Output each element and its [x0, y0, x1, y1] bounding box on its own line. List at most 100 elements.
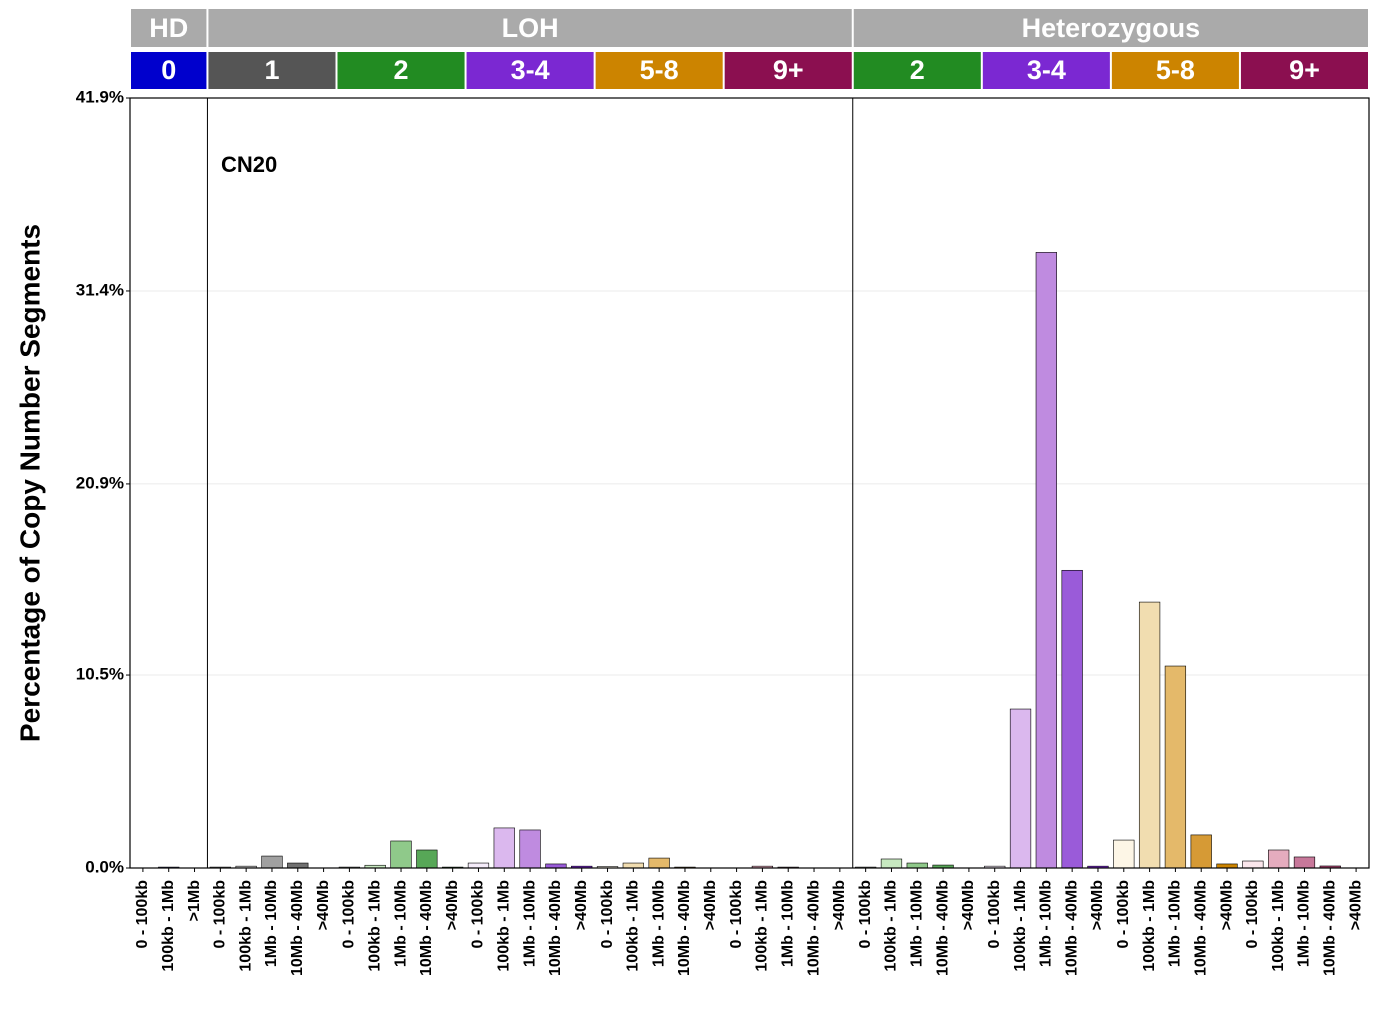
- bar: [416, 849, 438, 869]
- bar: [622, 862, 644, 869]
- x-tick-label: >40Mb: [315, 880, 332, 930]
- bar: [1113, 839, 1135, 869]
- bar: [261, 855, 283, 869]
- x-tick-label: >40Mb: [1218, 880, 1235, 930]
- panel-label: Heterozygous: [1022, 13, 1201, 43]
- group-strip: [466, 52, 594, 89]
- x-tick-label: 100kb - 1Mb: [1012, 880, 1029, 972]
- bar: [545, 863, 567, 869]
- x-tick-label: 100kb - 1Mb: [237, 880, 254, 972]
- group-strip: [1240, 52, 1368, 89]
- x-tick-label: >40Mb: [1347, 880, 1364, 930]
- x-tick-label: 0 - 100kb: [728, 880, 745, 949]
- x-tick-label: 100kb - 1Mb: [1141, 880, 1158, 972]
- group-label: 2: [394, 55, 409, 85]
- bar: [1035, 252, 1057, 869]
- y-tick-label: 41.9%: [76, 87, 124, 106]
- x-tick-label: >40Mb: [831, 880, 848, 930]
- bar: [1138, 601, 1161, 869]
- x-tick-label: >40Mb: [573, 880, 590, 930]
- bar: [1293, 856, 1316, 869]
- bar: [1268, 849, 1290, 869]
- x-tick-label: 0 - 100kb: [134, 880, 151, 949]
- x-tick-label: 1Mb - 10Mb: [263, 880, 280, 967]
- x-tick-label: 100kb - 1Mb: [160, 880, 177, 972]
- x-tick-label: 100kb - 1Mb: [496, 880, 513, 972]
- x-tick-label: 100kb - 1Mb: [366, 880, 383, 972]
- panel-strip: [208, 9, 852, 47]
- panel-strip: [853, 9, 1368, 47]
- bar: [648, 857, 670, 869]
- x-tick-label: 0 - 100kb: [986, 880, 1003, 949]
- x-tick-label: 10Mb - 40Mb: [289, 880, 306, 976]
- x-tick-label: 10Mb - 40Mb: [805, 880, 822, 976]
- x-tick-label: 100kb - 1Mb: [883, 880, 900, 972]
- x-tick-label: 10Mb - 40Mb: [1322, 880, 1339, 976]
- group-label: 0: [161, 55, 176, 85]
- bar: [390, 840, 412, 869]
- bar: [1190, 834, 1212, 869]
- group-label: 9+: [1289, 55, 1320, 85]
- group-label: 1: [264, 55, 279, 85]
- group-label: 9+: [773, 55, 804, 85]
- x-tick-label: 10Mb - 40Mb: [676, 880, 693, 976]
- plot-frame: [129, 97, 1370, 869]
- bar: [1164, 665, 1187, 869]
- x-tick-label: 0 - 100kb: [599, 880, 616, 949]
- x-tick-label: >40Mb: [1089, 880, 1106, 930]
- x-tick-label: 1Mb - 10Mb: [1296, 880, 1313, 967]
- x-tick-label: 1Mb - 10Mb: [1038, 880, 1055, 967]
- panel-label: HD: [149, 13, 188, 43]
- x-tick-label: 1Mb - 10Mb: [521, 880, 538, 967]
- x-tick-label: 10Mb - 40Mb: [1063, 880, 1080, 976]
- bar: [906, 862, 928, 869]
- x-tick-label: >1Mb: [186, 880, 203, 922]
- group-label: 3-4: [1027, 55, 1066, 85]
- bar: [1216, 863, 1238, 869]
- group-label: 3-4: [511, 55, 550, 85]
- group-strip: [131, 52, 207, 89]
- group-strip: [724, 52, 852, 89]
- y-tick-label: 31.4%: [76, 280, 124, 299]
- x-tick-label: 0 - 100kb: [470, 880, 487, 949]
- y-tick-label: 0.0%: [85, 857, 124, 876]
- x-tick-label: 100kb - 1Mb: [1270, 880, 1287, 972]
- bar: [1061, 569, 1083, 869]
- x-tick-label: 1Mb - 10Mb: [392, 880, 409, 967]
- x-tick-label: 0 - 100kb: [857, 880, 874, 949]
- group-strip: [337, 52, 465, 89]
- x-tick-label: 1Mb - 10Mb: [909, 880, 926, 967]
- bar: [880, 858, 903, 869]
- bar: [287, 862, 309, 869]
- x-tick-label: 0 - 100kb: [212, 880, 229, 949]
- group-label: 5-8: [1156, 55, 1195, 85]
- y-axis-label: Percentage of Copy Number Segments: [14, 224, 45, 742]
- group-strip: [1111, 52, 1239, 89]
- bar: [1009, 708, 1032, 869]
- x-tick-label: 10Mb - 40Mb: [418, 880, 435, 976]
- x-tick-label: 1Mb - 10Mb: [1167, 880, 1184, 967]
- y-tick-label: 20.9%: [76, 473, 124, 492]
- annotation: CN20: [221, 152, 277, 177]
- group-label: 5-8: [640, 55, 679, 85]
- x-tick-label: 100kb - 1Mb: [625, 880, 642, 972]
- x-tick-label: 10Mb - 40Mb: [1192, 880, 1209, 976]
- x-tick-label: 100kb - 1Mb: [754, 880, 771, 972]
- group-strip: [595, 52, 723, 89]
- y-tick-label: 10.5%: [76, 665, 124, 684]
- bar: [467, 862, 490, 869]
- group-strip: [853, 52, 981, 89]
- x-tick-label: 10Mb - 40Mb: [934, 880, 951, 976]
- x-tick-label: >40Mb: [960, 880, 977, 930]
- bar: [1242, 860, 1264, 869]
- bar: [519, 829, 541, 869]
- x-tick-label: >40Mb: [444, 880, 461, 930]
- panel-strip: [131, 9, 207, 47]
- x-tick-label: 1Mb - 10Mb: [650, 880, 667, 967]
- x-tick-label: 0 - 100kb: [1244, 880, 1261, 949]
- x-tick-label: 10Mb - 40Mb: [547, 880, 564, 976]
- panel-label: LOH: [502, 13, 559, 43]
- group-label: 2: [910, 55, 925, 85]
- x-tick-label: >40Mb: [702, 880, 719, 930]
